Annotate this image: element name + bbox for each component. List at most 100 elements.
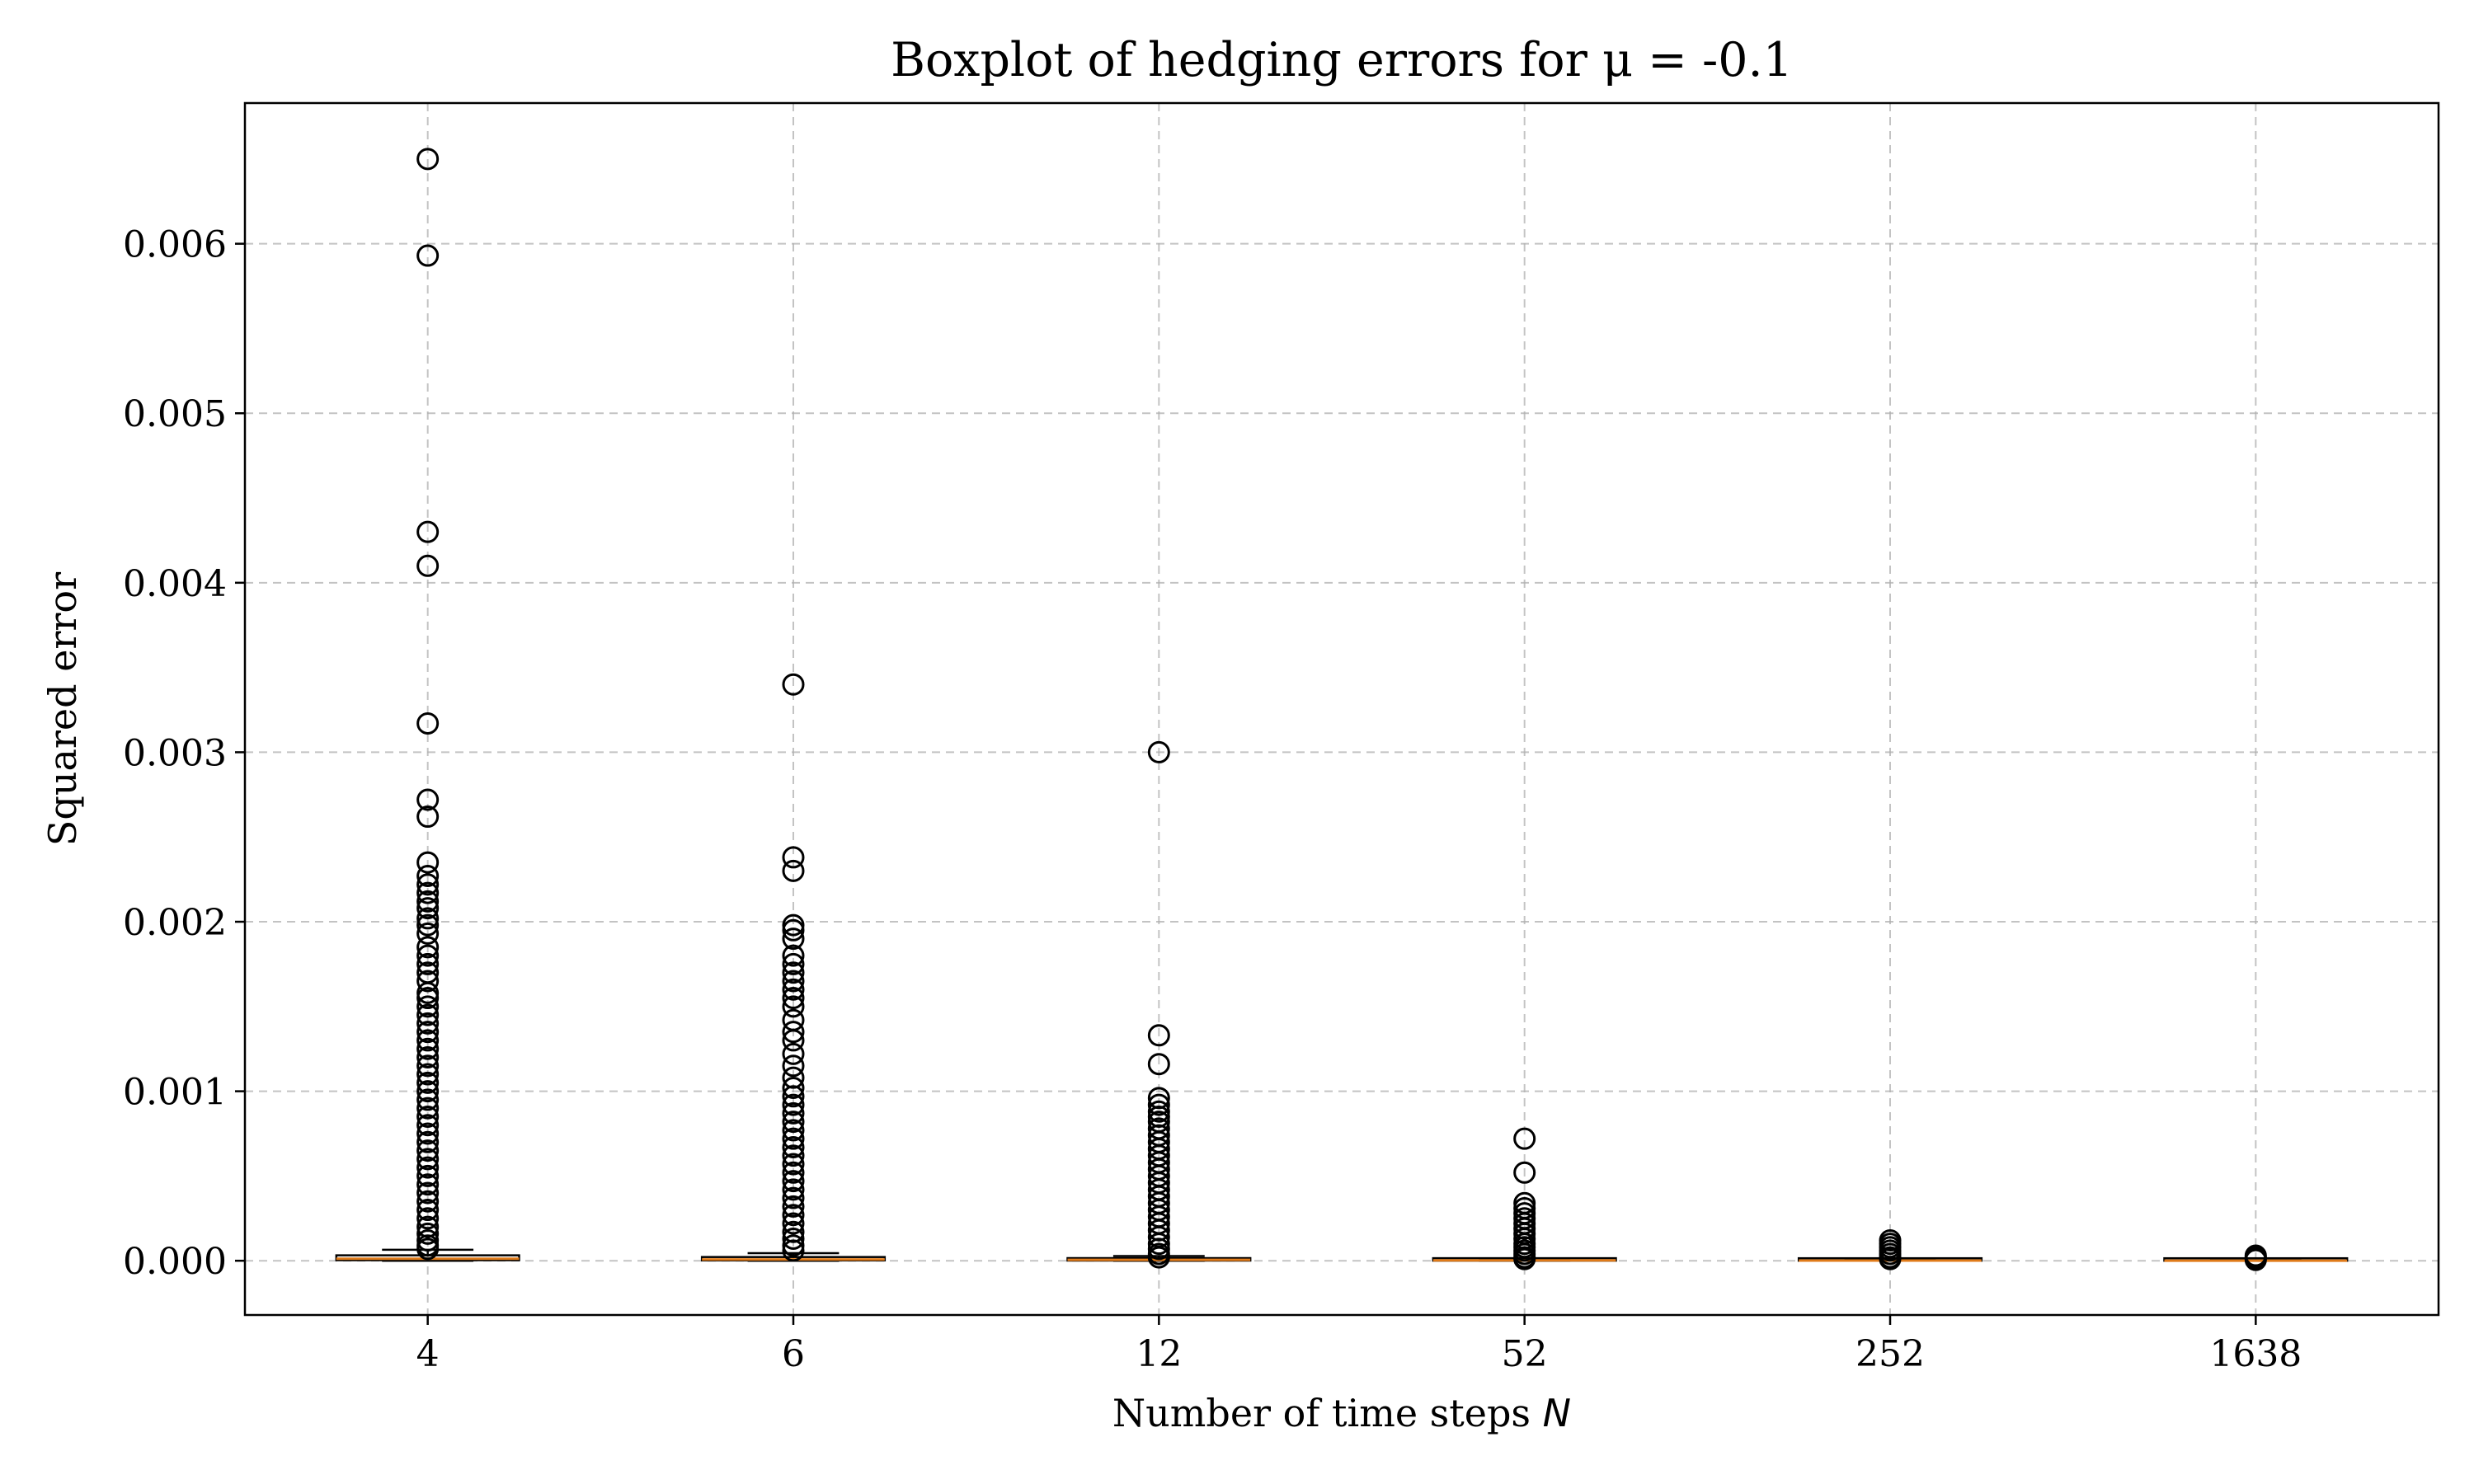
outlier-point <box>416 897 440 920</box>
outlier-point <box>416 1156 440 1179</box>
box-1638 <box>2163 1244 2349 1271</box>
outlier-point <box>416 1021 440 1044</box>
y-tick-label: 0.001 <box>123 1072 227 1114</box>
plot-frame <box>243 101 2440 1317</box>
y-tick-label: 0.005 <box>123 393 227 435</box>
outlier-point <box>416 1071 440 1094</box>
outlier-point <box>782 1127 805 1150</box>
outlier-point <box>782 1153 805 1176</box>
outlier-point <box>782 944 805 967</box>
outlier-point <box>782 846 805 869</box>
box-4 <box>335 148 520 1262</box>
outlier-point <box>416 554 440 577</box>
outlier-point <box>782 1111 805 1134</box>
outlier-point <box>782 1054 805 1078</box>
outlier-point <box>782 1093 805 1116</box>
x-axis-label-text: Number of time steps <box>1112 1391 1543 1435</box>
x-axis-label: Number of time steps N <box>1112 1391 1571 1435</box>
y-tick-label: 0.004 <box>123 563 227 605</box>
outlier-point <box>416 1139 440 1162</box>
outlier-point <box>1147 740 1170 763</box>
box-252 <box>1797 1229 1983 1270</box>
y-tick-label: 0.003 <box>123 732 227 774</box>
outlier-point <box>416 788 440 811</box>
outlier-point <box>416 936 440 959</box>
outlier-point <box>782 859 805 882</box>
outlier-point <box>416 944 440 967</box>
outlier-point <box>416 913 440 937</box>
outlier-point <box>416 1080 440 1103</box>
x-tick-label: 52 <box>1502 1333 1548 1375</box>
outlier-point <box>416 1148 440 1171</box>
outlier-point <box>782 961 805 984</box>
outlier-point <box>416 148 440 171</box>
outlier-point <box>782 1144 805 1167</box>
y-axis-label: Squared error <box>40 572 85 846</box>
outlier-point <box>416 1105 440 1128</box>
outlier-point <box>782 1135 805 1158</box>
outlier-point <box>416 995 440 1018</box>
y-tick-label: 0.000 <box>123 1241 227 1283</box>
outlier-point <box>416 1045 440 1068</box>
outlier-point <box>1147 1093 1170 1116</box>
outlier-point <box>416 1054 440 1078</box>
outlier-point <box>1147 1024 1170 1047</box>
outlier-point <box>416 244 440 267</box>
box-layer <box>335 148 2349 1271</box>
x-tick-label: 252 <box>1856 1333 1925 1375</box>
outlier-point <box>416 1173 440 1196</box>
outlier-point <box>1147 1246 1170 1269</box>
outlier-point <box>782 673 805 696</box>
chart-title: Boxplot of hedging errors for μ = -0.1 <box>891 33 1793 87</box>
outlier-point <box>416 1164 440 1187</box>
outlier-point <box>782 1195 805 1218</box>
outlier-point <box>782 918 805 942</box>
outlier-point <box>416 865 440 888</box>
outlier-point <box>416 970 440 993</box>
outlier-point <box>782 1239 805 1262</box>
outlier-point <box>416 922 440 945</box>
x-tick-label: 6 <box>782 1333 805 1375</box>
outlier-point <box>782 1021 805 1044</box>
outlier-point <box>782 928 805 951</box>
x-tick-label: 4 <box>416 1333 440 1375</box>
outlier-point <box>416 1012 440 1035</box>
outlier-point <box>782 987 805 1010</box>
outlier-point <box>782 1101 805 1125</box>
outlier-point <box>416 1237 440 1261</box>
outlier-point <box>416 1207 440 1230</box>
outlier-point <box>416 711 440 735</box>
outlier-point <box>782 1186 805 1209</box>
outlier-point <box>1879 1247 1902 1270</box>
outlier-point <box>782 1204 805 1227</box>
outlier-point <box>1513 1161 1536 1184</box>
outlier-point <box>416 1003 440 1026</box>
outlier-point <box>416 952 440 975</box>
outlier-point <box>782 1170 805 1193</box>
outlier-point <box>782 978 805 1001</box>
outlier-point <box>416 1130 440 1153</box>
outlier-point <box>782 1029 805 1052</box>
box-12 <box>1066 740 1252 1269</box>
outlier-point <box>782 1212 805 1235</box>
outlier-point <box>416 1222 440 1245</box>
outlier-point <box>416 881 440 904</box>
outlier-point <box>416 987 440 1010</box>
outlier-point <box>1147 1053 1170 1076</box>
outlier-point <box>782 1227 805 1250</box>
outlier-point <box>782 1178 805 1201</box>
outlier-point <box>782 1119 805 1142</box>
y-tick-label: 0.006 <box>123 224 227 266</box>
outlier-point <box>782 970 805 993</box>
outlier-point <box>416 1190 440 1213</box>
x-tick-label: 12 <box>1136 1333 1182 1375</box>
outlier-point <box>416 1088 440 1111</box>
outlier-point <box>1513 1127 1536 1150</box>
outlier-point <box>416 1181 440 1205</box>
outlier-point <box>782 952 805 975</box>
outlier-point <box>782 995 805 1018</box>
outlier-point <box>782 1077 805 1100</box>
outlier-point <box>416 907 440 930</box>
